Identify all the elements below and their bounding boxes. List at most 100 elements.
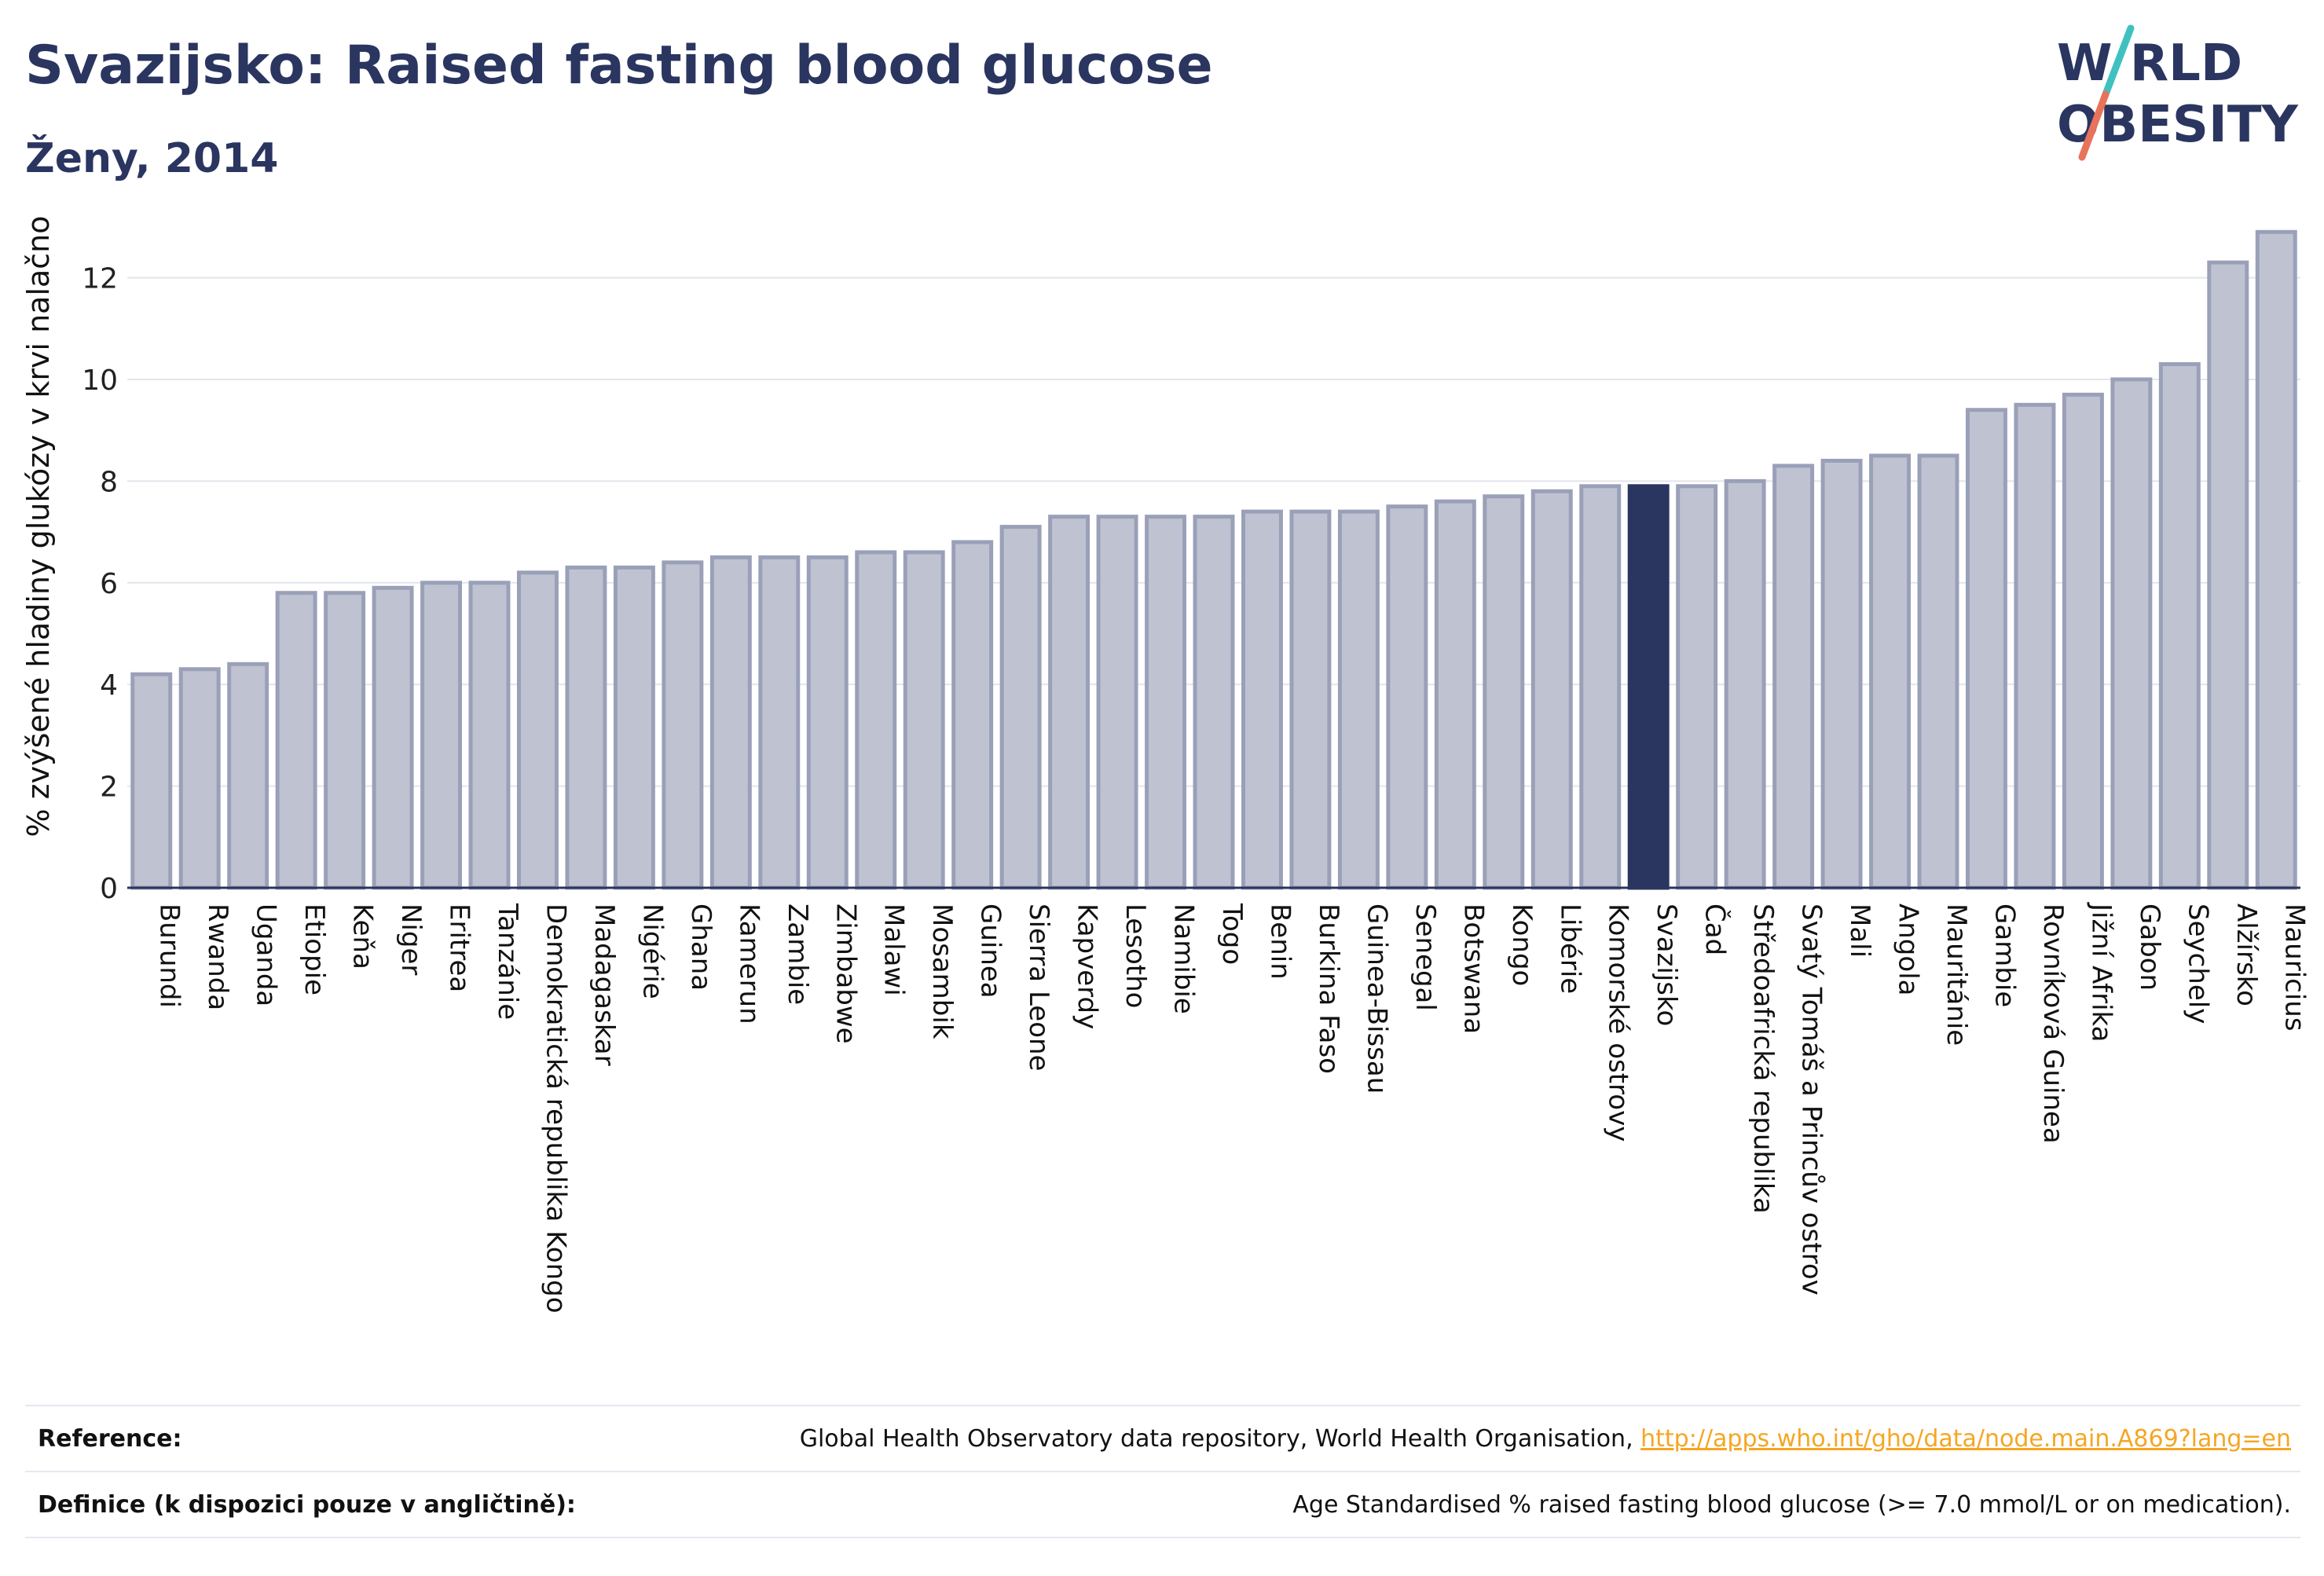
- reference-row: Reference: Global Health Observatory dat…: [25, 1406, 2300, 1472]
- bar-botswana: [1434, 499, 1476, 890]
- bar-lesotho: [1096, 515, 1138, 890]
- bar-sierra-leone: [999, 525, 1042, 890]
- x-tick-label: Čad: [1699, 903, 1732, 955]
- bar-eritrea: [420, 581, 463, 890]
- bar-svazijsko: [1627, 484, 1670, 890]
- x-tick-label: Kapverdy: [1072, 903, 1103, 1029]
- x-tick-label: Nigérie: [636, 903, 668, 999]
- x-tick-label: Guinea: [975, 903, 1006, 999]
- bar-malawi: [855, 550, 897, 890]
- bar-jižní-afrika: [2062, 392, 2104, 890]
- bar-angola: [1869, 453, 1912, 890]
- x-tick-label: Eritrea: [444, 903, 475, 992]
- x-tick-label: Etiopie: [299, 903, 330, 995]
- x-tick-label: Mosambik: [926, 903, 958, 1039]
- x-tick-label: Mali: [1844, 903, 1875, 958]
- x-tick-label: Botswana: [1457, 903, 1489, 1034]
- chart-subtitle: Ženy, 2014: [25, 135, 279, 182]
- chart-title: Svazijsko: Raised fasting blood glucose: [25, 35, 1213, 97]
- x-tick-label: Svatý Tomáš a Princův ostrov: [1796, 903, 1827, 1296]
- x-tick-label: Namibie: [1168, 903, 1200, 1014]
- label-layer: 0 2 4 6 8 10 12 Burundi Rwanda Uganda Etiopie Keňa N…: [21, 215, 2310, 1313]
- x-tick-label: Komorské ostrovy: [1603, 903, 1634, 1142]
- bar-madagaskar: [565, 565, 607, 890]
- bar-mosambik: [903, 550, 945, 890]
- bar-nigérie: [613, 565, 655, 890]
- bar-gabon: [2110, 377, 2153, 890]
- x-tick-label: Gabon: [2134, 903, 2165, 991]
- definition-label: Definice (k dispozici pouze v angličtině…: [38, 1491, 576, 1519]
- definition-value: Age Standardised % raised fasting blood …: [1292, 1491, 2291, 1519]
- x-tick-label: Mauricius: [2278, 903, 2310, 1032]
- bar-libérie: [1530, 489, 1573, 890]
- x-tick-label: Burundi: [154, 903, 185, 1008]
- x-tick-label: Zimbabwe: [830, 903, 861, 1044]
- bar-benin: [1241, 509, 1283, 890]
- bar-namibie: [1145, 515, 1187, 890]
- x-tick-label: Zambie: [782, 903, 813, 1005]
- bar-layer: [130, 229, 2297, 890]
- y-axis-title: % zvýšené hladiny glukózy v krvi nalačno: [21, 215, 56, 837]
- x-tick-label: Rwanda: [202, 903, 233, 1010]
- x-tick-label: Guinea-Bissau: [1361, 903, 1392, 1094]
- logo-slash-top: [2102, 24, 2135, 98]
- x-tick-label: Alžírsko: [2231, 903, 2262, 1006]
- x-tick-label: Madagaskar: [588, 903, 620, 1066]
- bar-gambie: [1965, 408, 2007, 890]
- bar-zambie: [758, 555, 801, 890]
- reference-label: Reference:: [38, 1425, 182, 1453]
- bar-zimbabwe: [806, 555, 849, 890]
- x-tick-label: Lesotho: [1120, 903, 1151, 1008]
- bar-mauricius: [2255, 229, 2297, 890]
- x-tick-label: Malawi: [878, 903, 910, 996]
- x-tick-label: Ghana: [685, 903, 717, 991]
- bar-burundi: [130, 672, 173, 890]
- x-tick-label: Senegal: [1409, 903, 1441, 1011]
- bar-togo: [1193, 515, 1235, 890]
- x-tick-label: Uganda: [251, 903, 282, 1006]
- x-tick-label: Niger: [395, 903, 427, 975]
- bar-komorské-ostrovy: [1579, 484, 1622, 890]
- bar-niger: [372, 585, 414, 890]
- bar-kongo: [1483, 494, 1525, 890]
- world-obesity-logo: W RLD OBESITY: [2057, 24, 2298, 161]
- reference-link[interactable]: http://apps.who.int/gho/data/node.main.A…: [1640, 1425, 2291, 1453]
- y-tick-label: 6: [100, 568, 118, 600]
- logo-line1: W RLD: [2057, 35, 2242, 93]
- reference-value: Global Health Observatory data repositor…: [800, 1425, 2291, 1453]
- y-tick-label: 12: [82, 263, 118, 295]
- bar-seychely: [2158, 362, 2201, 890]
- bar-kapverdy: [1048, 515, 1091, 890]
- x-tick-label: Sierra Leone: [1023, 903, 1054, 1071]
- x-tick-label: Kamerun: [733, 903, 764, 1024]
- x-tick-label: Svazijsko: [1651, 903, 1682, 1026]
- y-tick-label: 4: [100, 669, 118, 702]
- x-tick-label: Rovníková Guinea: [2037, 903, 2069, 1144]
- bar-ghana: [662, 560, 704, 890]
- y-tick-label: 10: [82, 365, 118, 397]
- bar-keňa: [324, 591, 366, 890]
- x-tick-label: Kongo: [1506, 903, 1538, 986]
- bar-senegal: [1386, 504, 1428, 890]
- x-tick-label: Burkina Faso: [1313, 903, 1344, 1074]
- y-tick-label: 0: [100, 873, 118, 905]
- bar-čad: [1676, 484, 1718, 890]
- bar-rovníková-guinea: [2014, 402, 2056, 890]
- x-tick-label: Tanzánie: [492, 903, 523, 1020]
- x-tick-label: Seychely: [2182, 903, 2213, 1024]
- x-tick-label: Středoafrická republika: [1747, 903, 1779, 1214]
- x-tick-label: Benin: [1264, 903, 1296, 980]
- y-tick-label: 8: [100, 466, 118, 498]
- x-tick-label: Libérie: [1554, 903, 1585, 994]
- bar-středoafrická-republika: [1724, 478, 1766, 890]
- bar-guinea-bissau: [1337, 509, 1380, 890]
- logo-slash-bottom: [2078, 90, 2110, 161]
- reference-text: Global Health Observatory data repositor…: [799, 1425, 1641, 1453]
- x-tick-label: Jižní Afrika: [2085, 902, 2117, 1043]
- y-tick-label: 2: [100, 772, 118, 804]
- x-tick-label: Gambie: [1989, 903, 2020, 1007]
- bar-mali: [1820, 458, 1863, 890]
- bar-rwanda: [178, 667, 221, 890]
- x-tick-label: Angola: [1893, 903, 1924, 995]
- bar-svatý-tomáš-a-princův-ostrov: [1772, 464, 1815, 890]
